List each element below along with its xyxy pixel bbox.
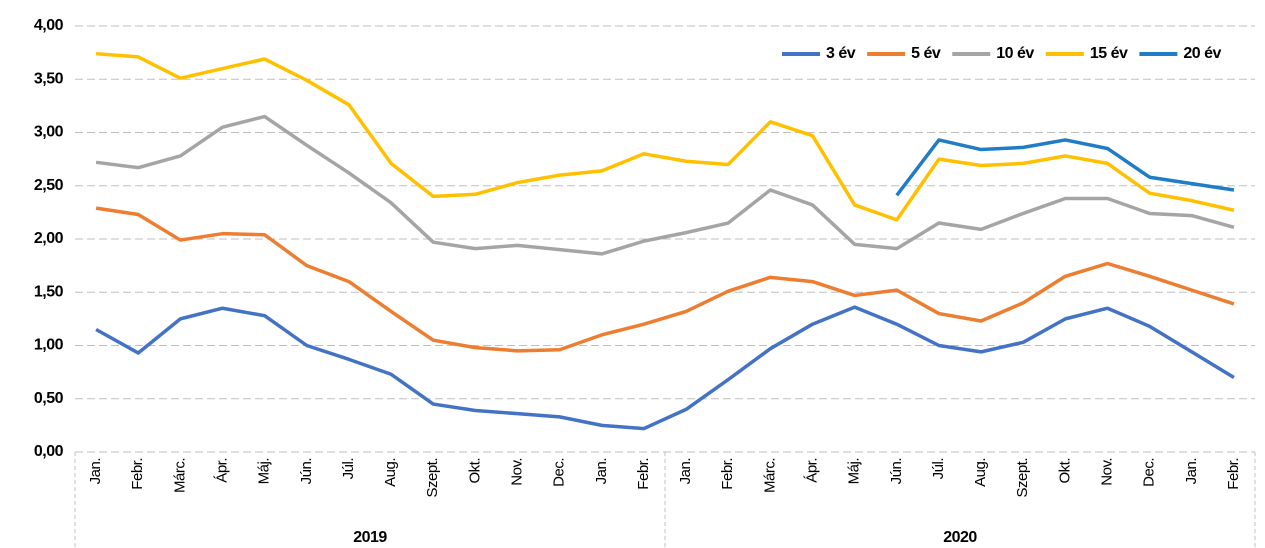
x-tick-label: Dec. [1141, 458, 1158, 487]
x-tick-label: Dec. [551, 458, 568, 487]
legend-label: 15 év [1090, 45, 1128, 62]
series-line [895, 138, 1235, 197]
legend-label: 20 év [1183, 45, 1221, 62]
x-tick-label: Jan. [677, 458, 694, 484]
x-tick-label: Júl. [340, 458, 357, 479]
x-tick-label: Szept. [1014, 458, 1031, 498]
x-tick-label: Jan. [1183, 458, 1200, 484]
legend-label: 3 év [826, 45, 856, 62]
y-tick-label: 2,00 [34, 230, 64, 247]
y-tick-label: 2,50 [34, 177, 64, 194]
x-tick-label: Febr. [635, 458, 652, 490]
x-tick-label: Márc. [171, 458, 188, 493]
legend-label: 10 év [996, 45, 1034, 62]
group-label: 2020 [943, 529, 977, 546]
x-tick-label: Ápr. [213, 458, 230, 483]
x-tick-label: Nov. [1098, 458, 1115, 486]
x-tick-label: Okt. [466, 458, 483, 484]
series-line [95, 114, 1235, 256]
x-tick-label: Aug. [972, 458, 989, 487]
y-tick-label: 3,00 [34, 124, 64, 141]
y-tick-label: 0,00 [34, 443, 64, 460]
x-tick-label: Jan. [87, 458, 104, 484]
x-tick-label: Máj. [256, 458, 273, 484]
y-tick-label: 1,00 [34, 337, 64, 354]
group-label: 2019 [353, 529, 387, 546]
x-tick-label: Máj. [846, 458, 863, 484]
x-tick-label: Ápr. [803, 458, 820, 483]
y-tick-label: 1,50 [34, 283, 64, 300]
x-tick-label: Febr. [719, 458, 736, 490]
x-tick-label: Szept. [424, 458, 441, 498]
x-tick-label: Okt. [1056, 458, 1073, 484]
x-tick-label: Aug. [382, 458, 399, 487]
series-line [95, 51, 1235, 222]
y-tick-label: 0,50 [34, 390, 64, 407]
series-line [95, 206, 1235, 353]
x-tick-label: Jan. [593, 458, 610, 484]
x-tick-label: Jún. [298, 458, 315, 484]
x-tick-label: Jún. [888, 458, 905, 484]
x-tick-label: Nov. [508, 458, 525, 486]
x-tick-label: Febr. [129, 458, 146, 490]
x-tick-label: Júl. [930, 458, 947, 479]
x-tick-label: Márc. [761, 458, 778, 493]
y-tick-label: 3,50 [34, 70, 64, 87]
series-line [95, 305, 1235, 431]
x-tick-label: Febr. [1225, 458, 1242, 490]
legend-label: 5 év [911, 45, 941, 62]
y-tick-label: 4,00 [34, 17, 64, 34]
